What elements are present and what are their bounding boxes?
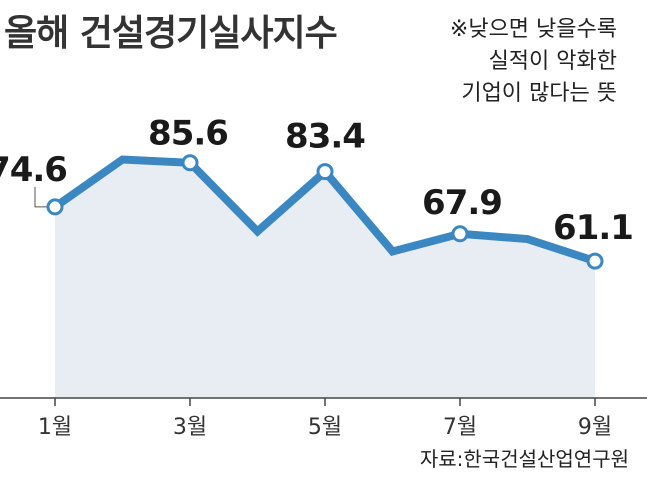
data-point-3: [181, 154, 199, 172]
data-label-9: 61.1: [553, 208, 633, 248]
data-point-9: [586, 252, 604, 270]
note-line-3: 기업이 많다는 뜻: [461, 81, 617, 106]
data-label-3: 85.6: [148, 114, 228, 154]
x-tick-label-5: 5월: [308, 415, 342, 440]
x-tick-label-1: 1월: [38, 415, 72, 440]
x-tick-label-9: 9월: [578, 415, 612, 440]
x-tick-label-7: 7월: [443, 415, 477, 440]
note-line-1: ※낮으면 낮을수록: [449, 17, 617, 42]
chart-note: ※낮으면 낮을수록 실적이 악화한 기업이 많다는 뜻: [450, 14, 617, 110]
data-label-5: 83.4: [285, 117, 365, 157]
data-point-1: [46, 198, 64, 216]
data-label-7: 67.9: [422, 183, 502, 223]
area-fill: [55, 159, 595, 398]
data-label-1-leader: [34, 186, 47, 208]
data-label-1: 74.6: [0, 150, 67, 190]
note-line-2: 실적이 악화한: [488, 49, 617, 74]
x-tick-label-3: 3월: [173, 415, 207, 440]
source-note: 자료:한국건설산업연구원: [419, 447, 629, 471]
data-point-5: [316, 163, 334, 181]
chart-title: 올해 건설경기실사지수: [4, 13, 338, 54]
data-point-7: [451, 225, 469, 243]
